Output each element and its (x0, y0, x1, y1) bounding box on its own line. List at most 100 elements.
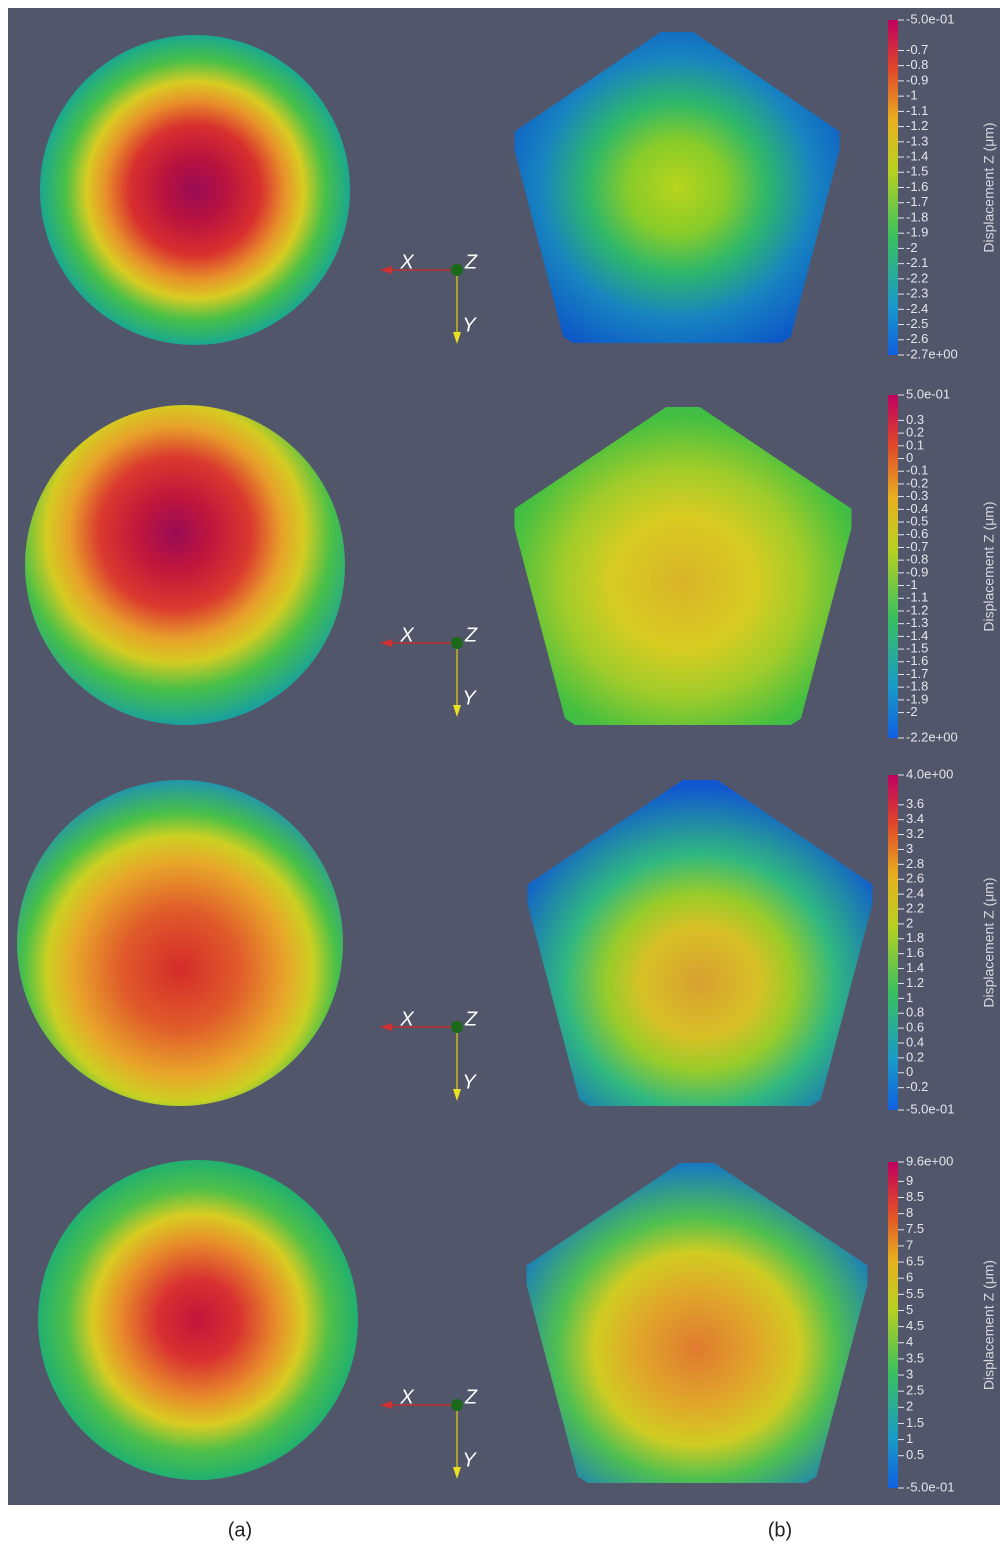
colorbar-title: Displacement Z (μm) (981, 1260, 997, 1390)
colorbar-tick-label: 0.8 (906, 1005, 924, 1020)
colorbar-tick-label: -0.8 (906, 57, 928, 72)
axis-label: Z (464, 624, 478, 646)
colorbar-tick-label: -0.9 (906, 72, 928, 87)
colorbar-tick-label: -1.9 (906, 691, 928, 706)
colorbar-tick-label: -2.2 (906, 270, 928, 285)
colorbar-tick-label: 0.2 (906, 425, 924, 440)
colorbar-tick-label: 9.6e+00 (906, 1153, 953, 1168)
colorbar-tick-label: -1.8 (906, 209, 928, 224)
colorbar-tick-label: -1.7 (906, 194, 928, 209)
colorbar-tick-label: -1.6 (906, 653, 928, 668)
z-axis-dot (451, 264, 463, 276)
colorbar-tick-label: 5.0e-01 (906, 386, 950, 401)
colorbar-tick-label: -1.3 (906, 133, 928, 148)
colorbar-tick-label: 1 (906, 990, 913, 1005)
colorbar (888, 395, 898, 738)
axis-label: Y (462, 1449, 477, 1471)
colorbar-tick-label: 0.4 (906, 1034, 924, 1049)
colorbar-tick-label: 2.6 (906, 871, 924, 886)
colorbar-title: Displacement Z (μm) (981, 501, 997, 631)
colorbar-tick-label: 7.5 (906, 1221, 924, 1236)
colorbar-tick-label: -0.8 (906, 552, 928, 567)
colorbar-tick-label: -1.6 (906, 179, 928, 194)
colorbar-tick-label: 6.5 (906, 1253, 924, 1268)
colorbar-tick-label: 3.5 (906, 1350, 924, 1365)
colorbar-tick-label: -1.5 (906, 164, 928, 179)
colorbar-tick-label: 3.2 (906, 826, 924, 841)
colorbar-tick-label: -0.7 (906, 539, 928, 554)
x-arrow-head (380, 266, 392, 274)
colorbar-tick-label: -1.9 (906, 225, 928, 240)
colorbar-tick-label: 9 (906, 1173, 913, 1188)
colorbar-tick-label: -0.7 (906, 42, 928, 57)
pentagon-surface (527, 780, 873, 1106)
colorbar-tick-label: 1 (906, 1431, 913, 1446)
colorbar-tick-label: -0.2 (906, 1079, 928, 1094)
colorbar-tick-label: -2.3 (906, 286, 928, 301)
colorbar-tick-label: -1.2 (906, 602, 928, 617)
colorbar-tick-label: -1.3 (906, 615, 928, 630)
sphere-surface (38, 1160, 358, 1480)
y-arrow-head (453, 1467, 461, 1479)
colorbar-tick-label: -1.5 (906, 641, 928, 656)
colorbar-tick-label: 3.4 (906, 811, 924, 826)
axis-label: Z (464, 251, 478, 273)
pentagon-surface (514, 407, 852, 725)
sphere-surface (17, 780, 343, 1106)
y-arrow-head (453, 332, 461, 344)
colorbar-tick-label: 2.4 (906, 886, 924, 901)
sphere-surface (40, 35, 350, 345)
colorbar-tick-label: 8 (906, 1205, 913, 1220)
colorbar-tick-label: 0.5 (906, 1447, 924, 1462)
colorbar-tick-label: -1 (906, 577, 918, 592)
colorbar-tick-label: 0.6 (906, 1020, 924, 1035)
caption: (b) (768, 1519, 792, 1541)
colorbar-tick-label: 1.2 (906, 975, 924, 990)
colorbar-tick-label: -1.2 (906, 118, 928, 133)
colorbar-tick-label: -1.7 (906, 666, 928, 681)
colorbar-tick-label: 0.3 (906, 412, 924, 427)
colorbar-title: Displacement Z (μm) (981, 877, 997, 1007)
colorbar-tick-label: 4.0e+00 (906, 766, 953, 781)
colorbar-tick-label: -5.0e-01 (906, 11, 954, 26)
colorbar-tick-label: -2 (906, 704, 918, 719)
x-arrow-head (380, 639, 392, 647)
colorbar-tick-label: -1.8 (906, 679, 928, 694)
colorbar-tick-label: -0.6 (906, 526, 928, 541)
colorbar-tick-label: 2.8 (906, 856, 924, 871)
colorbar-tick-label: -2.7e+00 (906, 346, 958, 361)
colorbar-tick-label: 4 (906, 1334, 913, 1349)
colorbar-tick-label: 1.5 (906, 1415, 924, 1430)
axis-label: X (399, 1386, 414, 1408)
colorbar (888, 20, 898, 355)
colorbar-tick-label: -1.1 (906, 590, 928, 605)
colorbar (888, 775, 898, 1110)
colorbar-tick-label: -1.1 (906, 103, 928, 118)
colorbar-tick-label: 2 (906, 1399, 913, 1414)
z-axis-dot (451, 1021, 463, 1033)
colorbar-tick-label: 1.6 (906, 945, 924, 960)
colorbar-tick-label: -0.3 (906, 488, 928, 503)
colorbar-tick-label: 1.8 (906, 930, 924, 945)
colorbar-tick-label: 8.5 (906, 1189, 924, 1204)
colorbar-tick-label: 3.6 (906, 796, 924, 811)
axis-label: X (399, 1008, 414, 1030)
axis-label: Y (462, 314, 477, 336)
axis-label: Z (464, 1008, 478, 1030)
axis-label: Y (462, 1071, 477, 1093)
colorbar-tick-label: 0.2 (906, 1049, 924, 1064)
colorbar-tick-label: 5 (906, 1302, 913, 1317)
colorbar-tick-label: -2.1 (906, 255, 928, 270)
colorbar-tick-label: -1 (906, 88, 918, 103)
colorbar (888, 1162, 898, 1488)
colorbar-tick-label: 2.5 (906, 1383, 924, 1398)
axis-label: X (399, 251, 414, 273)
colorbar-tick-label: -2.6 (906, 331, 928, 346)
y-arrow-head (453, 1089, 461, 1101)
colorbar-tick-label: -2.5 (906, 316, 928, 331)
colorbar-tick-label: -2.4 (906, 301, 928, 316)
z-axis-dot (451, 637, 463, 649)
colorbar-tick-label: 3 (906, 1366, 913, 1381)
